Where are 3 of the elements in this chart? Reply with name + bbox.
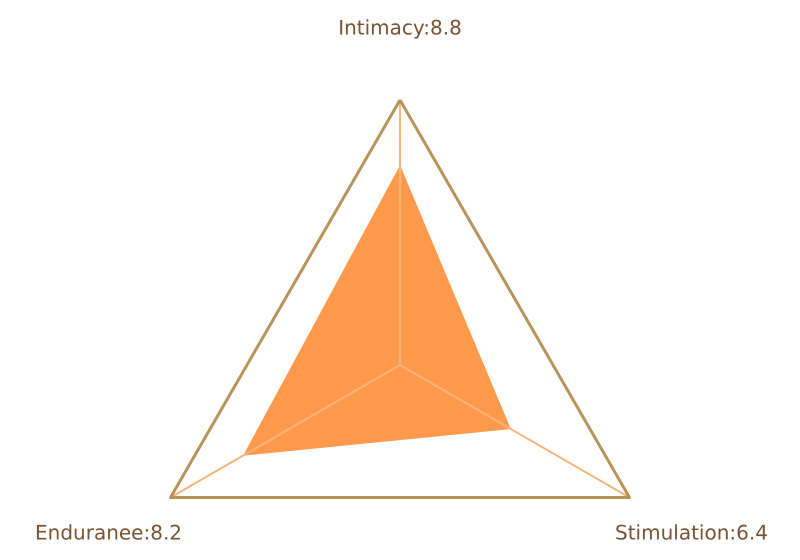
spoke-label: Stimulation:6.4 bbox=[615, 520, 768, 544]
spoke-label: Intimacy:8.8 bbox=[338, 15, 462, 40]
spoke-label: Enduranee:8.2 bbox=[35, 520, 182, 544]
